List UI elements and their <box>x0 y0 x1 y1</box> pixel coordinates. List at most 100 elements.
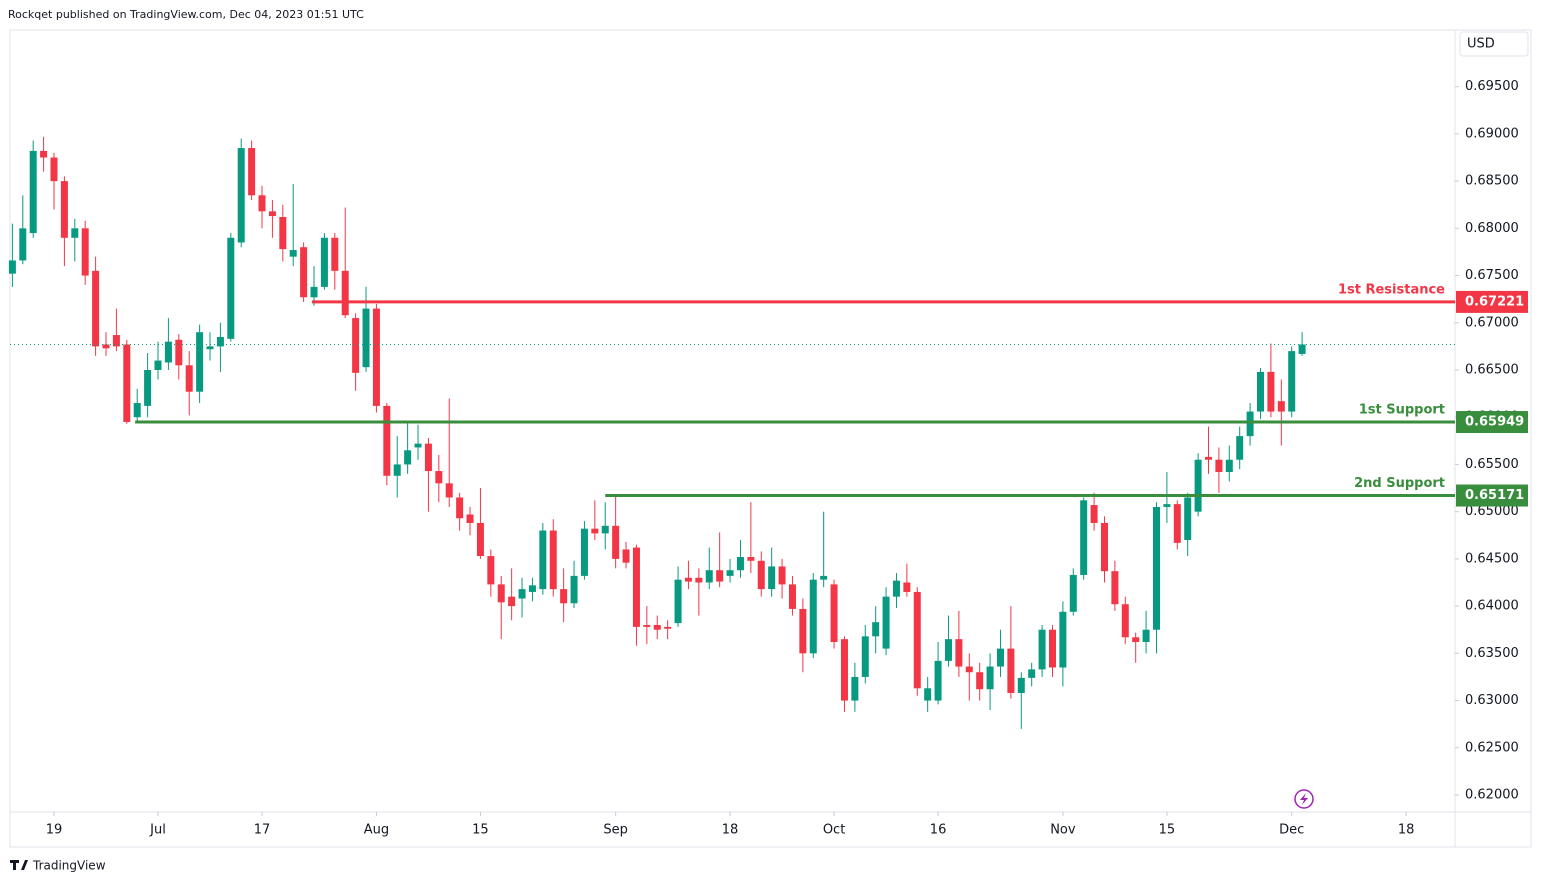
x-tick-label: Dec <box>1279 823 1304 838</box>
candle-body <box>144 370 152 406</box>
x-tick-label: Sep <box>603 823 628 838</box>
candle-body <box>1173 504 1181 543</box>
currency-box[interactable] <box>1459 31 1529 57</box>
candle-body <box>164 341 172 363</box>
y-tick-label: 0.69000 <box>1465 126 1519 141</box>
candle-body <box>570 575 578 604</box>
y-tick-label: 0.68500 <box>1465 174 1519 189</box>
candle-body <box>497 584 505 603</box>
candle-body <box>1194 459 1202 512</box>
currency[interactable]: USD <box>1467 37 1495 52</box>
y-tick-label: 0.64000 <box>1465 599 1519 614</box>
candle-body <box>653 625 661 630</box>
x-tick-label: Nov <box>1050 823 1076 838</box>
candle-body <box>60 181 68 238</box>
candle-body <box>976 672 984 690</box>
candle-body <box>476 523 484 557</box>
candle-body <box>788 584 796 609</box>
candle-body <box>1288 351 1296 412</box>
candle-body <box>1132 637 1140 642</box>
candle-body <box>279 217 287 250</box>
x-tick-label: 18 <box>1398 823 1415 838</box>
footer-brand: TradingView <box>32 859 106 873</box>
candle-body <box>1257 371 1265 412</box>
candle-body <box>372 308 380 406</box>
candle-body <box>352 318 360 373</box>
candle-body <box>518 589 526 599</box>
candle-body <box>71 228 79 238</box>
candle-body <box>664 626 672 629</box>
candle-body <box>424 443 432 472</box>
candle-body <box>1080 500 1088 575</box>
candle-body <box>861 636 869 677</box>
candle-body <box>1184 497 1192 540</box>
candle-body <box>40 150 48 158</box>
candle-body <box>404 450 412 465</box>
candle-body <box>1069 574 1077 612</box>
candle-body <box>643 625 651 627</box>
candle-body <box>820 575 828 580</box>
y-tick-label: 0.67500 <box>1465 268 1519 283</box>
candle-body <box>456 497 464 519</box>
y-tick-label: 0.63500 <box>1465 646 1519 661</box>
x-tick-label: 18 <box>722 823 739 838</box>
candle-body <box>1204 456 1212 460</box>
candle-body <box>601 525 609 534</box>
candle-body <box>393 464 401 476</box>
candle-body <box>1163 504 1171 507</box>
candle-body <box>882 596 890 649</box>
candle-body <box>1007 648 1015 693</box>
candle-body <box>684 577 692 582</box>
candle-body <box>1111 571 1119 605</box>
candle-body <box>903 582 911 592</box>
candle-body <box>362 308 370 368</box>
candle-body <box>216 336 224 347</box>
candle-body <box>154 360 162 370</box>
candle-body <box>1028 669 1036 678</box>
x-tick-label: Aug <box>364 823 389 838</box>
level-name: 1st Support <box>1359 403 1445 418</box>
logo-mark <box>10 860 28 870</box>
frame <box>9 29 1532 848</box>
x-tick-label: 16 <box>930 823 947 838</box>
y-tick-label: 0.68000 <box>1465 221 1519 236</box>
candle-body <box>123 344 131 422</box>
x-tick-label: 17 <box>254 823 271 838</box>
candle-body <box>92 270 100 347</box>
candle-body <box>892 580 900 597</box>
level-name: 2nd Support <box>1354 476 1445 491</box>
header: Rockqet published on TradingView.com, De… <box>8 8 364 21</box>
candle-body <box>206 346 214 350</box>
candle-body <box>487 556 495 585</box>
candle-body <box>1142 629 1150 642</box>
candle-body <box>622 549 630 563</box>
candle-body <box>549 530 557 590</box>
candle-body <box>580 528 588 576</box>
candle-body <box>695 577 703 583</box>
icon-circle[interactable] <box>1294 789 1314 809</box>
candle-body <box>1267 371 1275 412</box>
candle-body <box>674 579 682 624</box>
candle-body <box>539 530 547 590</box>
candle-body <box>747 557 755 561</box>
icon-bolt[interactable] <box>1300 793 1308 805</box>
candle-body <box>196 332 204 392</box>
candle-body <box>1121 604 1129 638</box>
candle-body <box>1059 611 1067 668</box>
candle-body <box>1017 677 1025 693</box>
level-name: 1st Resistance <box>1338 282 1445 297</box>
level-tag <box>1456 484 1528 507</box>
candle-body <box>435 471 443 484</box>
candle-body <box>944 639 952 661</box>
level-value: 0.65171 <box>1465 488 1524 503</box>
y-tick-label: 0.63000 <box>1465 693 1519 708</box>
candle-body <box>466 514 474 523</box>
candle-body <box>133 403 141 418</box>
candle-body <box>112 335 120 347</box>
level-tag <box>1456 290 1528 313</box>
candle-body <box>1236 436 1244 460</box>
candle-body <box>830 584 838 642</box>
lightning-icon[interactable] <box>1294 789 1314 809</box>
candle-body <box>81 228 89 276</box>
